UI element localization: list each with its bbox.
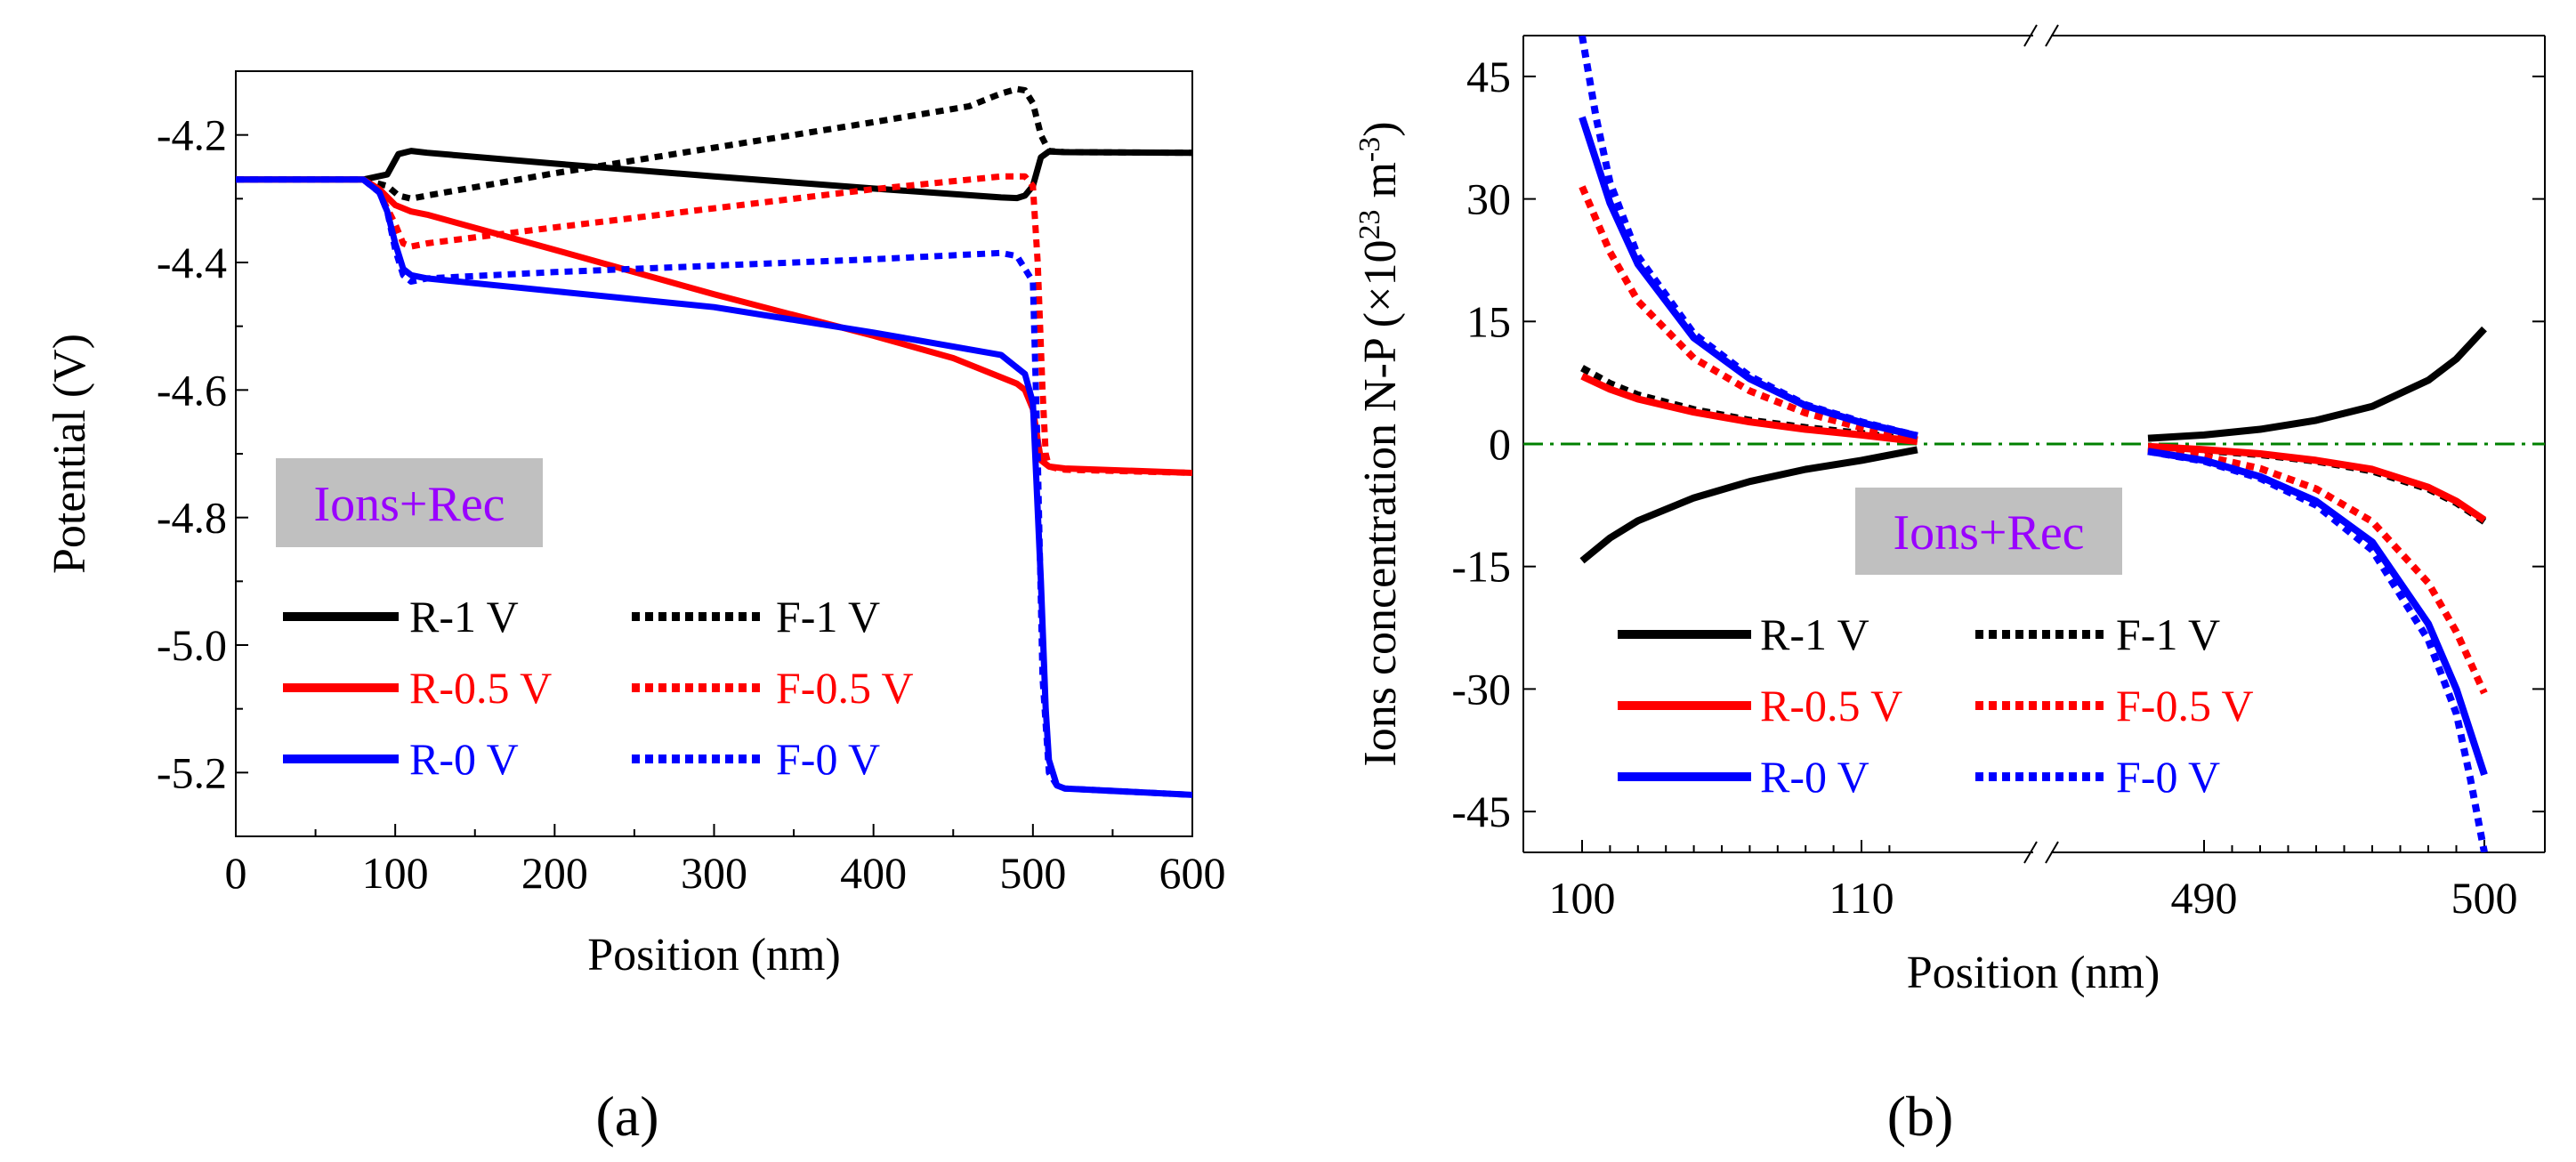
y-tick-label-b: -15 [1451,542,1511,592]
series-line-b [1579,36,1918,440]
x-tick-label-a: 400 [840,848,907,898]
x-tick-label-a: 300 [681,848,747,898]
y-axis-label-b: Ions concentration N-P (×1023 m-3) [1353,121,1406,766]
series-line-b [1580,373,1918,446]
legend-label-b: R-0.5 V [1760,681,1902,730]
x-tick-label-a: 0 [225,848,247,898]
series-line-a [236,85,1192,202]
y-tick-label-a: -5.0 [157,620,227,670]
legend-label-a: F-1 V [776,592,880,642]
caption-a: (a) [595,1085,658,1148]
x-tick-label-b: 500 [2451,873,2518,923]
legend-label-a: R-0 V [409,734,519,784]
y-tick-label-b: -30 [1451,664,1511,714]
x-tick-label-a: 600 [1159,848,1226,898]
legend-label-a: R-1 V [409,592,519,642]
legend-label-a: F-0 V [776,734,880,784]
y-tick-label-a: -4.4 [157,238,227,287]
axis-break-mark-b [2023,841,2038,864]
axis-break-mark-b [2045,24,2059,47]
legend-label-b: R-1 V [1760,609,1869,659]
y-tick-label-a: -4.8 [157,493,227,543]
y-tick-label-b: -45 [1451,787,1511,836]
y-axis-label-b-close: ) [1355,121,1406,136]
x-tick-label-a: 100 [362,848,429,898]
y-tick-label-b: 45 [1466,52,1511,101]
series-line-b [2147,326,2487,442]
series-line-b [2147,448,2488,777]
annotation-box-a [276,458,543,547]
axis-break-mark-b [2045,841,2059,864]
legend-label-a: F-0.5 V [776,663,914,713]
annotation-box-b [1855,488,2122,575]
legend-label-a: R-0.5 V [409,663,552,713]
series-line-a [236,173,1192,476]
y-axis-label-b-unit-exp: -3 [1353,137,1386,162]
y-axis-label-b-main: Ions concentration N-P (×10 [1355,240,1406,767]
series-line-b [2147,445,2488,695]
annotation-text-b: Ions+Rec [1893,505,2084,561]
legend-label-b: F-0 V [2116,752,2220,802]
series-line-b [2147,448,2488,852]
series-line-a [236,148,1192,202]
series-line-a [236,176,1192,798]
y-tick-label-a: -5.2 [157,747,227,797]
x-axis-label-b: Position (nm) [1907,948,2160,998]
series-line-b [1579,446,1918,564]
legend-label-b: R-0 V [1760,752,1869,802]
chart-a: 0 100 200 300 400 500 600 -4.2 -4.4 -4.6 -4.8 -5.0 -… [44,70,1226,980]
x-axis-label-a: Position (nm) [587,930,841,980]
x-tick-label-b: 490 [2171,873,2238,923]
y-axis-label-b-exp: 23 [1353,210,1386,240]
legend-label-b: F-1 V [2116,609,2220,659]
legend-label-b: F-0.5 V [2116,681,2254,730]
series-line-b [1579,185,1918,444]
series-line-b [2147,442,2487,523]
caption-b: (b) [1887,1085,1954,1148]
y-tick-label-b: 0 [1489,419,1511,469]
y-axis-label-b-unit: m [1355,162,1406,209]
x-tick-label-b: 110 [1829,873,1894,923]
chart-b: 100 110 490 500 45 30 15 0 -15 -30 -45 Position (nm… [1353,24,2546,998]
series-line-a [236,176,1192,476]
y-tick-label-b: 30 [1466,174,1511,224]
y-tick-label-a: -4.6 [157,365,227,415]
annotation-text-a: Ions+Rec [313,477,505,532]
x-tick-label-a: 500 [999,848,1066,898]
x-tick-label-b: 100 [1549,873,1616,923]
axis-break-mark-b [2023,24,2038,47]
y-axis-label-a: Potential (V) [44,334,95,574]
y-tick-label-a: -4.2 [157,110,227,160]
x-tick-label-a: 200 [521,848,588,898]
y-tick-label-b: 15 [1466,296,1511,346]
